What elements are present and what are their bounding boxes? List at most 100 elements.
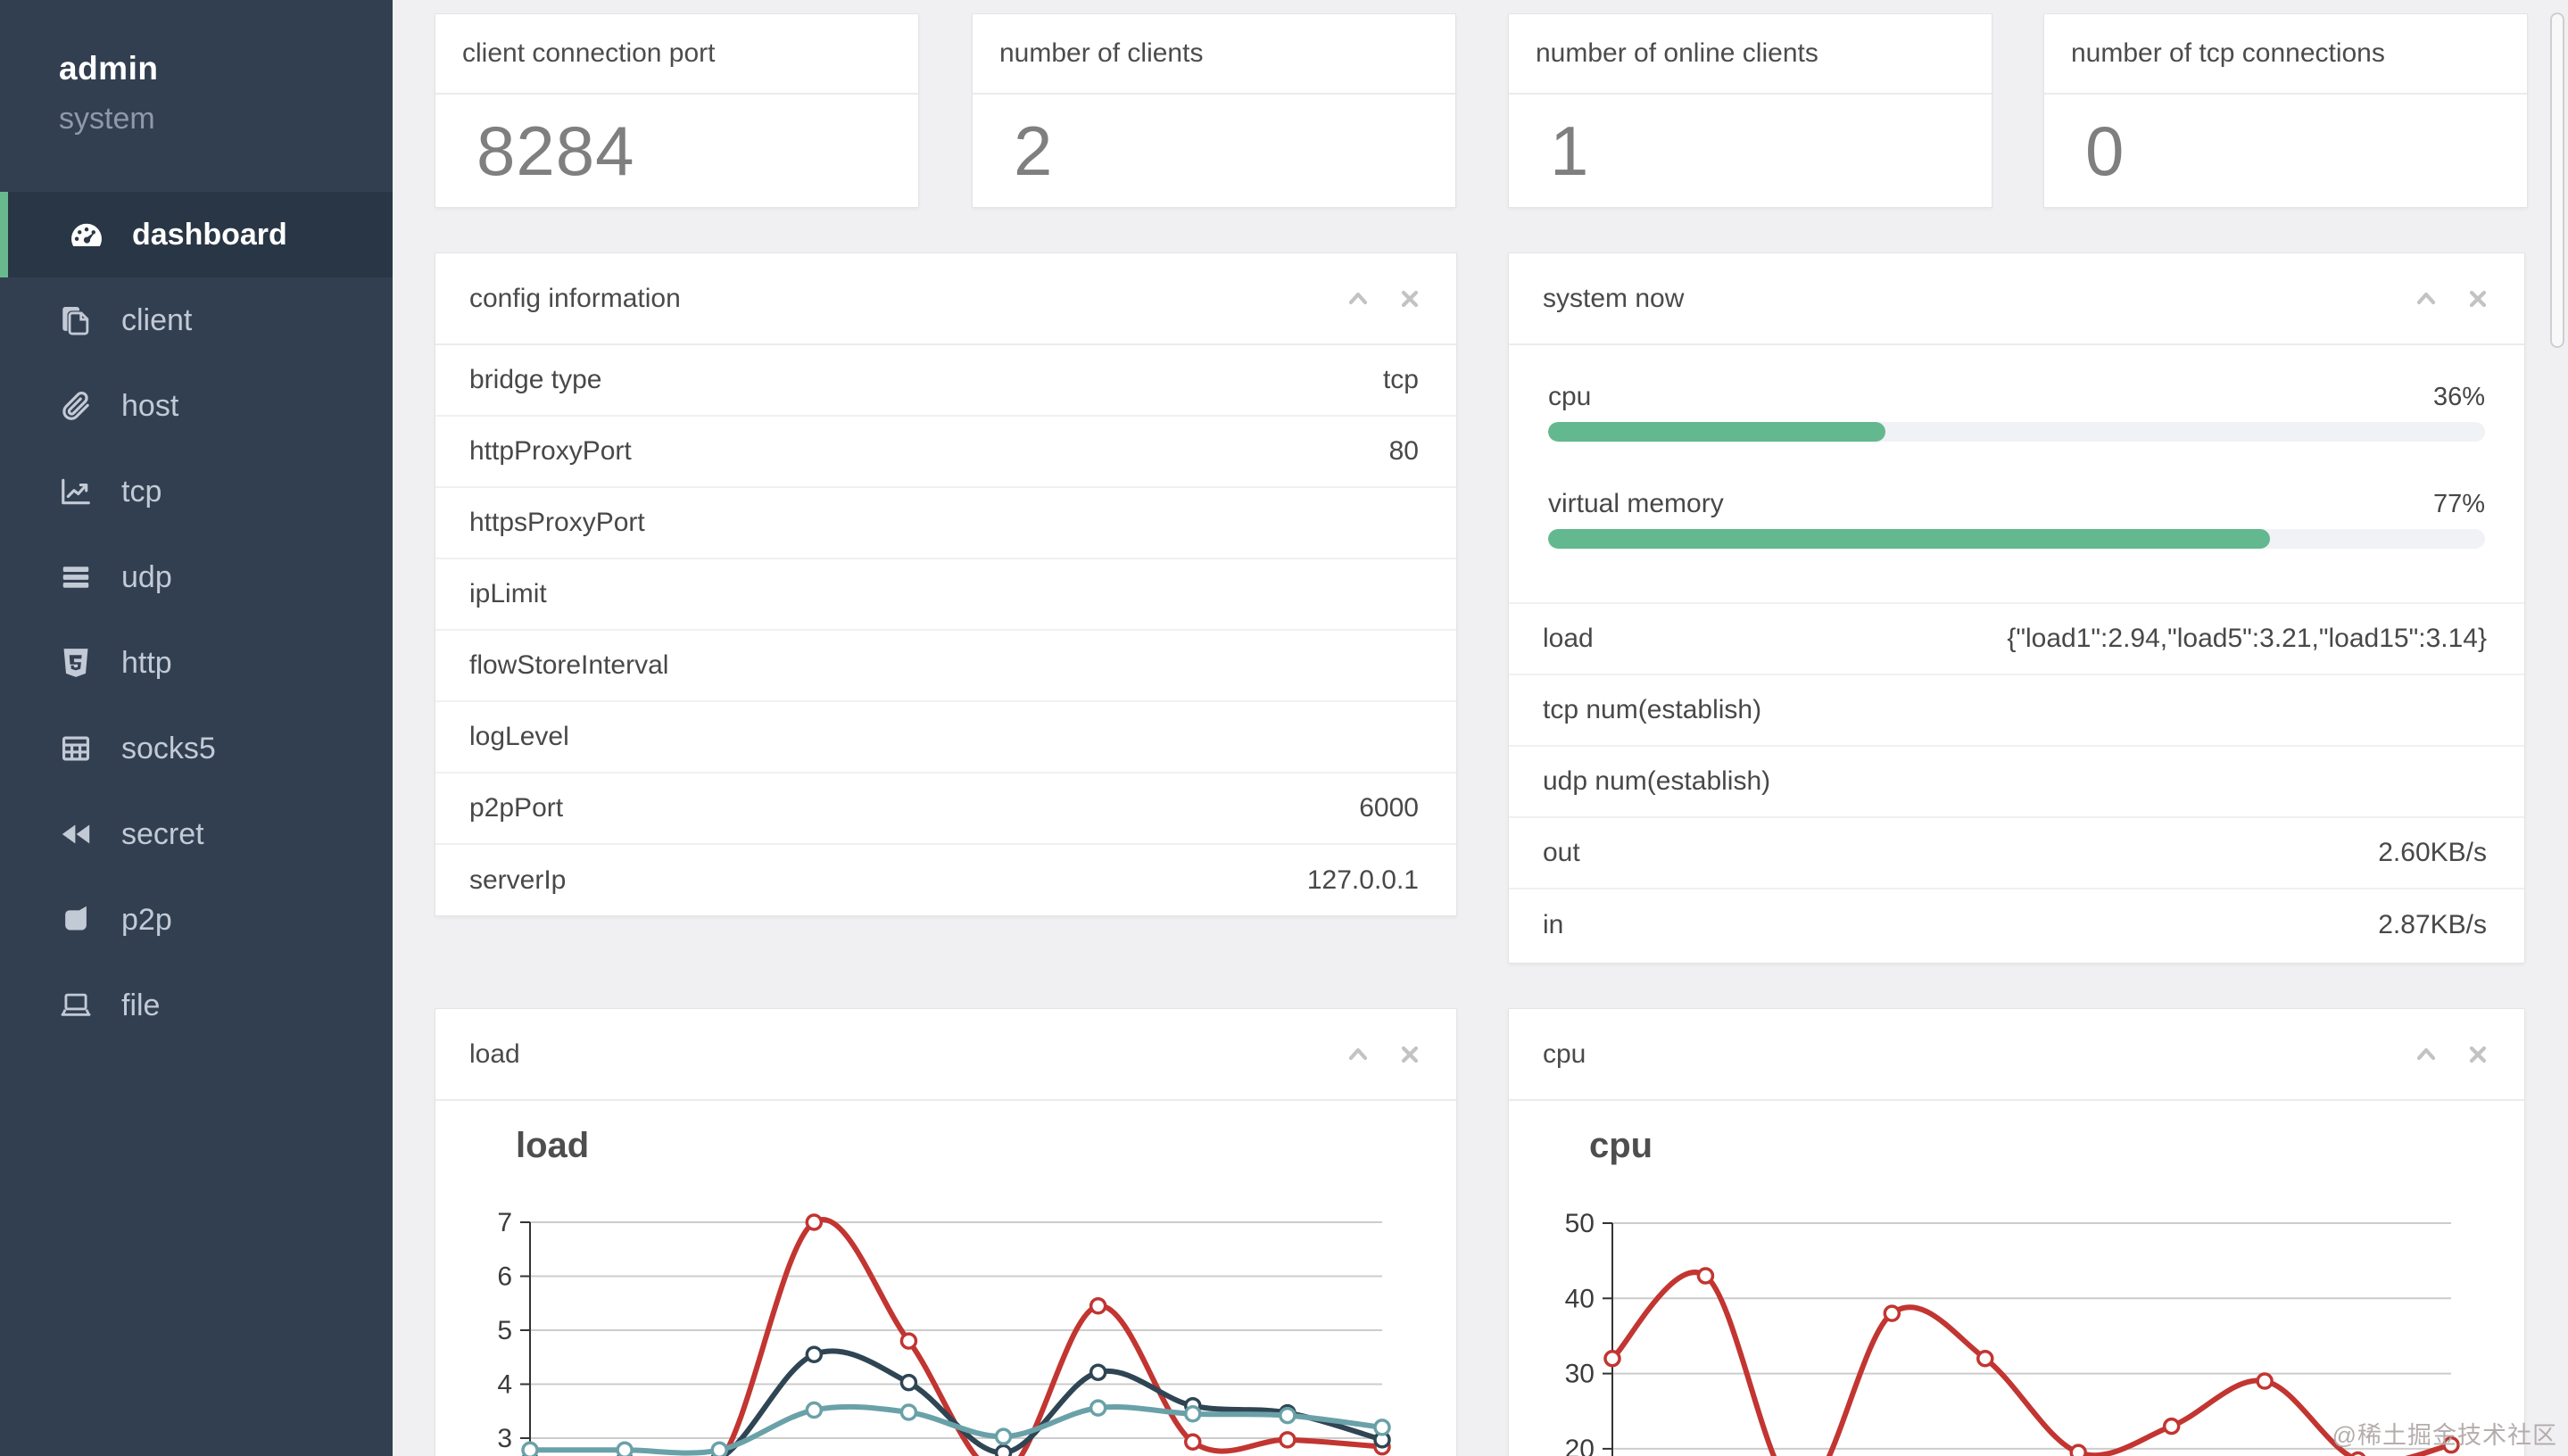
cpu-chart: 50 40 30 20 [1565, 1209, 2460, 1456]
scrollbar[interactable] [2550, 12, 2564, 348]
sidebar-item-label: udp [121, 559, 172, 594]
row-value: 127.0.0.1 [1306, 865, 1419, 895]
chevron-up-icon [1348, 292, 1368, 304]
card-value: 0 [2085, 112, 2125, 190]
stat-card-online-clients: number of online clients 1 [1508, 13, 1992, 208]
card-value: 1 [1550, 112, 1590, 190]
collapse-button[interactable] [1346, 1042, 1371, 1067]
svg-text:5: 5 [497, 1316, 512, 1345]
stat-card-port: client connection port 8284 [435, 13, 919, 208]
stat-card-tcp-connections: number of tcp connections 0 [2043, 13, 2528, 208]
panel-title: load [469, 1038, 520, 1069]
sidebar-item-dashboard[interactable]: dashboard [0, 192, 393, 277]
svg-text:20: 20 [1565, 1435, 1595, 1456]
progress-fill [1548, 529, 2270, 549]
svg-text:30: 30 [1565, 1360, 1595, 1389]
svg-text:7: 7 [497, 1208, 512, 1237]
close-button[interactable] [1397, 1042, 1422, 1067]
sidebar-item-udp[interactable]: udp [0, 534, 393, 620]
cpu-panel: cpu cpu 50 40 30 20 [1508, 1008, 2525, 1456]
row-label: httpProxyPort [469, 436, 632, 466]
collapse-button[interactable] [1346, 286, 1371, 311]
card-title: number of online clients [1509, 14, 1992, 95]
dashboard-icon [70, 218, 104, 252]
sidebar: admin system dashboard client host [0, 0, 393, 1456]
config-row: ipLimit [435, 559, 1456, 631]
close-icon [1401, 290, 1419, 307]
load-panel-header: load [435, 1009, 1456, 1101]
close-icon [2469, 1046, 2487, 1063]
progress-track [1548, 422, 2485, 442]
row-value: {"load1":2.94,"load5":3.21,"load15":3.14… [2007, 624, 2487, 653]
row-label: httpsProxyPort [469, 508, 645, 537]
svg-text:3: 3 [497, 1424, 512, 1453]
sidebar-item-client[interactable]: client [0, 277, 393, 363]
sidebar-item-label: http [121, 645, 172, 680]
config-panel: config information bridge type tcp httpP… [435, 252, 1457, 916]
config-row: p2pPort 6000 [435, 774, 1456, 845]
watermark: @稀土掘金技术社区 [2332, 1422, 2557, 1449]
row-label: serverIp [469, 865, 567, 895]
row-value: 80 [1388, 436, 1419, 466]
load-chart: 7 6 5 4 3 [497, 1208, 1391, 1456]
progress-fill [1548, 422, 1885, 442]
row-value: 6000 [1359, 793, 1419, 823]
svg-text:50: 50 [1565, 1209, 1595, 1238]
config-row: serverIp 127.0.0.1 [435, 845, 1456, 916]
sidebar-item-socks5[interactable]: socks5 [0, 706, 393, 791]
system-gauges: cpu 36% virtual memory 77% [1509, 345, 2524, 604]
system-row: in 2.87KB/s [1509, 889, 2524, 961]
config-row: bridge type tcp [435, 345, 1456, 417]
row-label: out [1543, 838, 1580, 867]
config-panel-header: config information [435, 253, 1456, 345]
panel-title: config information [469, 283, 681, 313]
row-label: load [1543, 624, 1594, 653]
cpu-chart-body: cpu 50 40 30 20 [1509, 1101, 2524, 1456]
cpu-panel-header: cpu [1509, 1009, 2524, 1101]
panel-title: cpu [1543, 1038, 1586, 1069]
dock-icon [59, 903, 93, 937]
close-button[interactable] [1397, 286, 1422, 311]
card-value: 2 [1014, 112, 1054, 190]
sidebar-item-label: client [121, 302, 193, 337]
sidebar-item-tcp[interactable]: tcp [0, 449, 393, 534]
sidebar-item-http[interactable]: http [0, 620, 393, 706]
config-row: httpProxyPort 80 [435, 417, 1456, 488]
row-label: ipLimit [469, 579, 547, 608]
system-panel: system now cpu 36% virtual memory 77% [1508, 252, 2525, 964]
table-icon [59, 732, 93, 765]
system-panel-header: system now [1509, 253, 2524, 345]
list-icon [59, 560, 93, 594]
row-value: 2.87KB/s [2378, 910, 2487, 939]
sidebar-item-label: host [121, 388, 179, 423]
sidebar-item-label: p2p [121, 902, 172, 937]
card-title: number of clients [973, 14, 1455, 95]
svg-text:6: 6 [497, 1262, 512, 1292]
gauge-label: virtual memory [1548, 489, 1724, 518]
collapse-button[interactable] [2414, 286, 2439, 311]
row-label: bridge type [469, 365, 602, 394]
user-name: admin [59, 50, 159, 87]
sidebar-item-secret[interactable]: secret [0, 791, 393, 877]
close-button[interactable] [2465, 286, 2490, 311]
paperclip-icon [59, 389, 93, 423]
stat-card-clients: number of clients 2 [972, 13, 1456, 208]
sidebar-item-file[interactable]: file [0, 963, 393, 1048]
close-button[interactable] [2465, 1042, 2490, 1067]
row-label: in [1543, 910, 1564, 939]
backward-icon [59, 817, 93, 851]
sidebar-header: admin system [0, 0, 393, 136]
gauge-label: cpu [1548, 382, 1592, 411]
svg-text:4: 4 [497, 1370, 512, 1400]
collapse-button[interactable] [2414, 1042, 2439, 1067]
load-panel: load load 7 6 5 4 3 [435, 1008, 1457, 1456]
sidebar-item-host[interactable]: host [0, 363, 393, 449]
sidebar-nav: dashboard client host tcp udp [0, 192, 393, 1048]
sidebar-item-label: tcp [121, 474, 162, 509]
sidebar-item-p2p[interactable]: p2p [0, 877, 393, 963]
card-title: number of tcp connections [2044, 14, 2527, 95]
progress-track [1548, 529, 2485, 549]
sidebar-item-label: dashboard [132, 217, 287, 252]
html5-icon [59, 646, 93, 680]
chevron-up-icon [2416, 292, 2436, 304]
